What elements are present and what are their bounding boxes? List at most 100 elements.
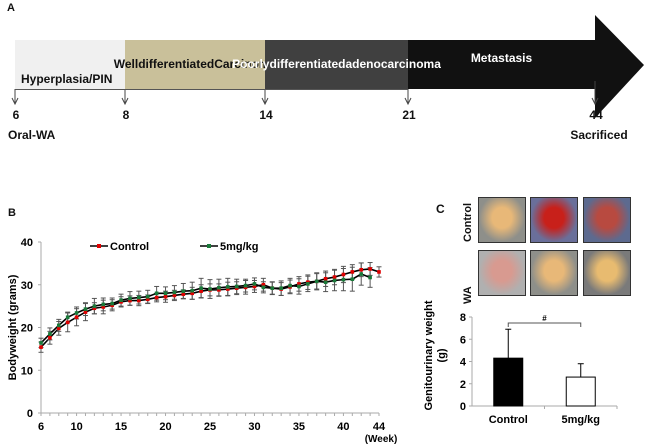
data-point-5mg-kg [217,285,221,290]
data-point-5mg-kg [163,291,168,296]
marker-note-sacrificed: Sacrificed [570,128,628,142]
data-point-5mg-kg [261,285,266,290]
x-tick-label: 30 [248,421,260,433]
week-marker-8: 8 [122,108,130,122]
photo-row-label-control: Control [462,202,474,242]
data-point-control [297,282,301,286]
data-point-control [261,282,266,287]
bar-y-axis-label: (g) [436,348,448,362]
data-point-5mg-kg [119,298,123,302]
series-line-5mg-kg [40,273,371,344]
data-point-5mg-kg [56,323,61,328]
y-tick-label: 20 [21,323,33,335]
bodyweight-line-chart: 0 10 20 30 40 6 10 15 20 25 30 35 40 44(Week) Bodyweig… [7,237,397,445]
stage-well: Well differentiated Carcinoma [114,40,276,90]
genitourinary-bar-chart: 0 2 4 6 8 Genitourinary weight (g) Control 5mg/k… [423,300,618,426]
y-tick-label: 10 [21,365,33,377]
data-point-control [332,275,337,279]
data-point-control [65,320,70,325]
marker-arrow-head-icon [11,97,19,106]
data-point-control [83,310,88,314]
marker-arrow-head-icon [121,97,129,106]
specimen-photo-large-hemorrhagic-tumor [530,197,578,243]
stage-hyperplasia: Hyperplasia/PIN [15,40,125,90]
bar-y-tick-label: 2 [460,379,466,391]
data-point-control [225,287,230,291]
data-point-5mg-kg [39,341,43,345]
data-point-5mg-kg [110,301,114,306]
stage-label-line: differentiated [269,57,346,71]
data-point-5mg-kg [199,286,203,290]
data-point-5mg-kg [208,287,212,291]
marker-note-oral-wa: Oral-WA [8,128,56,142]
data-point-5mg-kg [368,275,372,280]
data-point-5mg-kg [243,283,248,288]
bar-y-tick-label: 8 [460,312,466,324]
data-point-5mg-kg [323,280,328,284]
data-point-5mg-kg [359,272,364,276]
data-point-control [323,276,328,281]
y-tick-label: 40 [21,237,33,249]
marker-arrow-head-icon [404,97,412,106]
data-point-control [39,345,43,349]
data-point-control [137,298,141,303]
data-point-5mg-kg [252,282,257,286]
data-point-control [190,291,195,296]
data-point-5mg-kg [225,285,230,289]
bar-y-tick-label: 0 [460,401,466,413]
stage-label-line: Well [113,57,139,71]
y-tick-label: 30 [21,280,33,292]
data-point-5mg-kg [234,284,239,289]
legend-marker-control [97,244,101,248]
data-point-5mg-kg [65,315,70,320]
data-point-5mg-kg [154,291,159,296]
timeline-arrow [11,15,644,118]
data-point-5mg-kg [74,311,79,315]
panel-a-label: A [7,2,15,14]
x-tick-label: 44 [373,421,386,433]
y-tick-label: 0 [27,408,33,420]
data-point-control [252,284,257,289]
data-point-5mg-kg [137,295,141,300]
week-marker-44: 44 [589,108,603,122]
data-point-control [368,267,372,271]
panel-c-label: C [436,202,445,216]
bar-category-label: 5mg/kg [561,414,600,426]
data-point-5mg-kg [172,290,177,295]
bar-y-tick-label: 4 [460,357,467,369]
bar-y-axis-label: Genitourinary weight [423,300,435,410]
data-point-control [92,306,97,311]
data-point-5mg-kg [297,284,301,289]
data-point-5mg-kg [181,289,186,293]
week-marker-6: 6 [12,108,20,122]
data-point-control [145,297,150,302]
stage-label-line: PIN [92,72,113,86]
x-tick-label: 20 [159,421,171,433]
data-point-control [181,292,186,296]
data-point-control [172,293,177,298]
data-point-control [217,288,221,292]
data-point-5mg-kg [314,279,319,284]
data-point-control [74,315,79,320]
data-point-5mg-kg [83,307,88,311]
data-point-control [199,289,203,293]
data-point-control [154,295,159,300]
data-point-control [56,326,61,331]
specimen-photo-normal-genitourinary-tract [478,197,526,243]
week-marker-14: 14 [259,108,273,122]
data-point-5mg-kg [306,282,310,286]
stage-label-line: Carcinoma [214,57,277,71]
data-point-control [341,272,346,277]
data-point-control [359,267,364,272]
data-point-control [163,294,168,299]
data-point-5mg-kg [145,294,150,299]
stage-label-line: adenocarcinoma [345,57,441,71]
data-point-5mg-kg [350,277,355,281]
data-point-control [128,298,132,303]
legend-marker-5mg-kg [207,244,211,248]
bar-y-tick-label: 6 [460,334,466,346]
specimen-photo-inflamed-genitourinary-tract [478,250,526,296]
y-axis-label: Bodyweight (grams) [7,274,19,380]
legend-label-5mg-kg: 5mg/kg [220,241,259,253]
timeline-arrow-head [408,15,644,118]
